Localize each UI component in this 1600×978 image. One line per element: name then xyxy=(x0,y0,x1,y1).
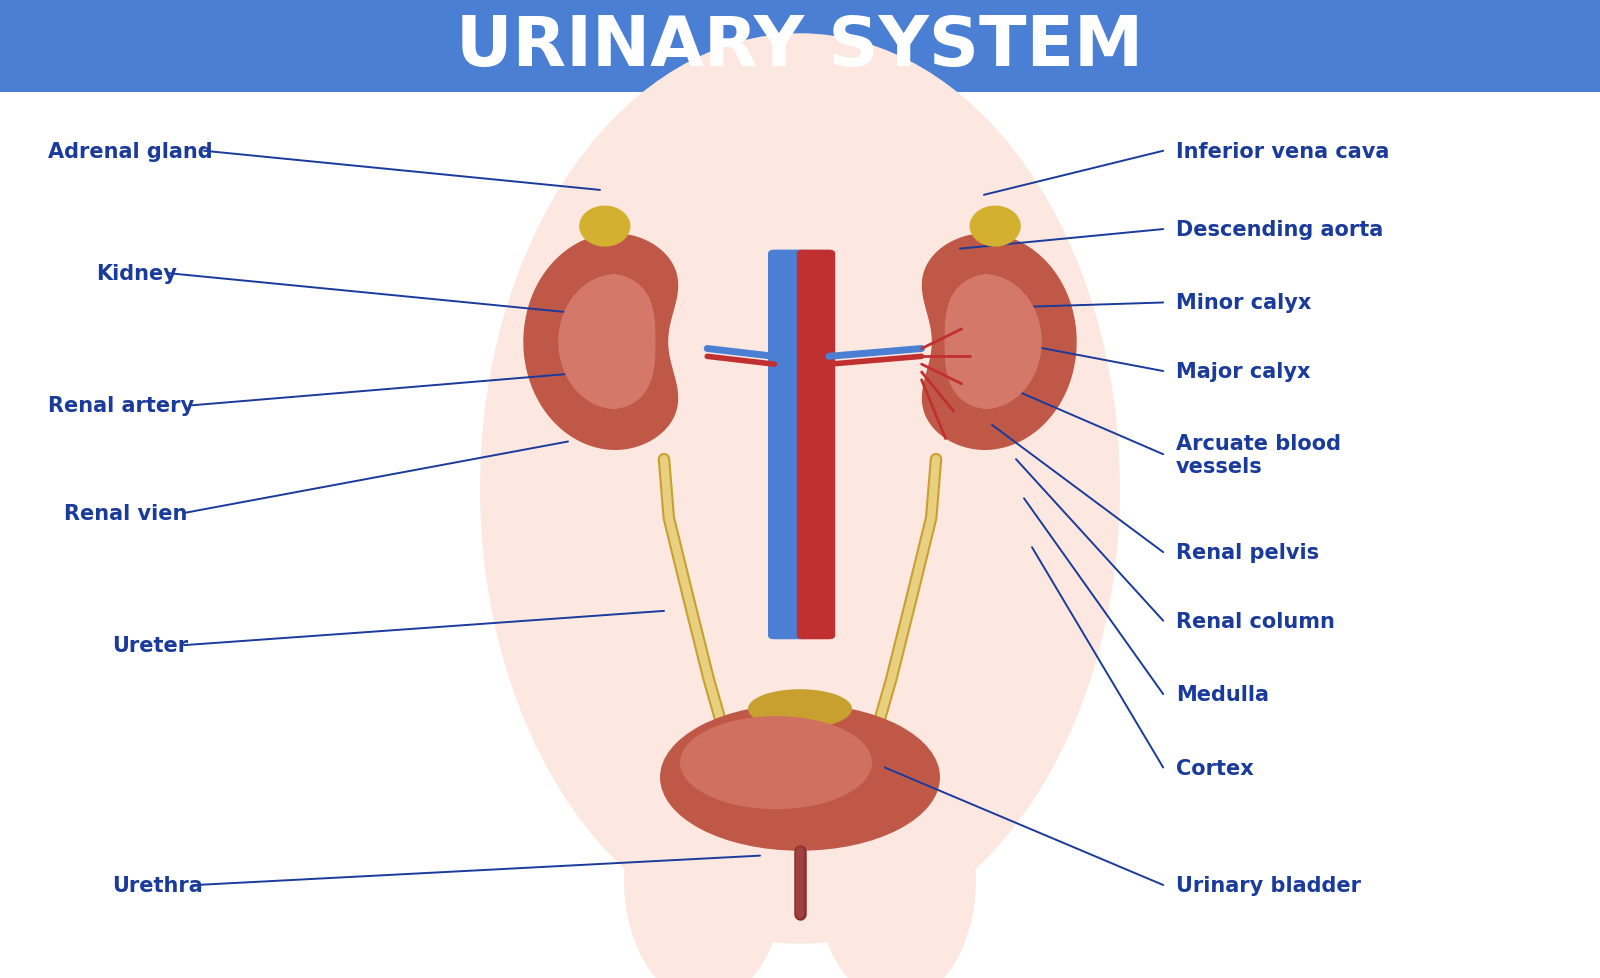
Text: Renal column: Renal column xyxy=(1176,611,1334,631)
Ellipse shape xyxy=(749,689,851,729)
Text: Medulla: Medulla xyxy=(1176,685,1269,704)
FancyBboxPatch shape xyxy=(0,0,1600,93)
FancyBboxPatch shape xyxy=(797,250,835,640)
Text: Kidney: Kidney xyxy=(96,264,178,284)
Ellipse shape xyxy=(970,206,1021,247)
Text: Cortex: Cortex xyxy=(1176,758,1254,778)
Text: Renal pelvis: Renal pelvis xyxy=(1176,543,1318,562)
Ellipse shape xyxy=(661,704,941,851)
Polygon shape xyxy=(946,276,1042,409)
Polygon shape xyxy=(923,235,1075,450)
Text: Arcuate blood
vessels: Arcuate blood vessels xyxy=(1176,433,1341,476)
Text: Minor calyx: Minor calyx xyxy=(1176,293,1312,313)
Ellipse shape xyxy=(624,758,784,978)
Ellipse shape xyxy=(680,716,872,810)
Text: Renal vien: Renal vien xyxy=(64,504,187,523)
Text: Major calyx: Major calyx xyxy=(1176,362,1310,381)
Text: Descending aorta: Descending aorta xyxy=(1176,220,1384,240)
Text: URINARY SYSTEM: URINARY SYSTEM xyxy=(456,13,1144,79)
Ellipse shape xyxy=(480,34,1120,944)
Text: Urinary bladder: Urinary bladder xyxy=(1176,875,1362,895)
Ellipse shape xyxy=(816,758,976,978)
Text: Adrenal gland: Adrenal gland xyxy=(48,142,213,161)
Ellipse shape xyxy=(579,206,630,247)
Polygon shape xyxy=(525,235,677,450)
Text: Ureter: Ureter xyxy=(112,636,189,655)
Polygon shape xyxy=(558,276,654,409)
Text: Renal artery: Renal artery xyxy=(48,396,194,416)
Text: Inferior vena cava: Inferior vena cava xyxy=(1176,142,1389,161)
Text: Urethra: Urethra xyxy=(112,875,203,895)
FancyBboxPatch shape xyxy=(768,250,808,640)
